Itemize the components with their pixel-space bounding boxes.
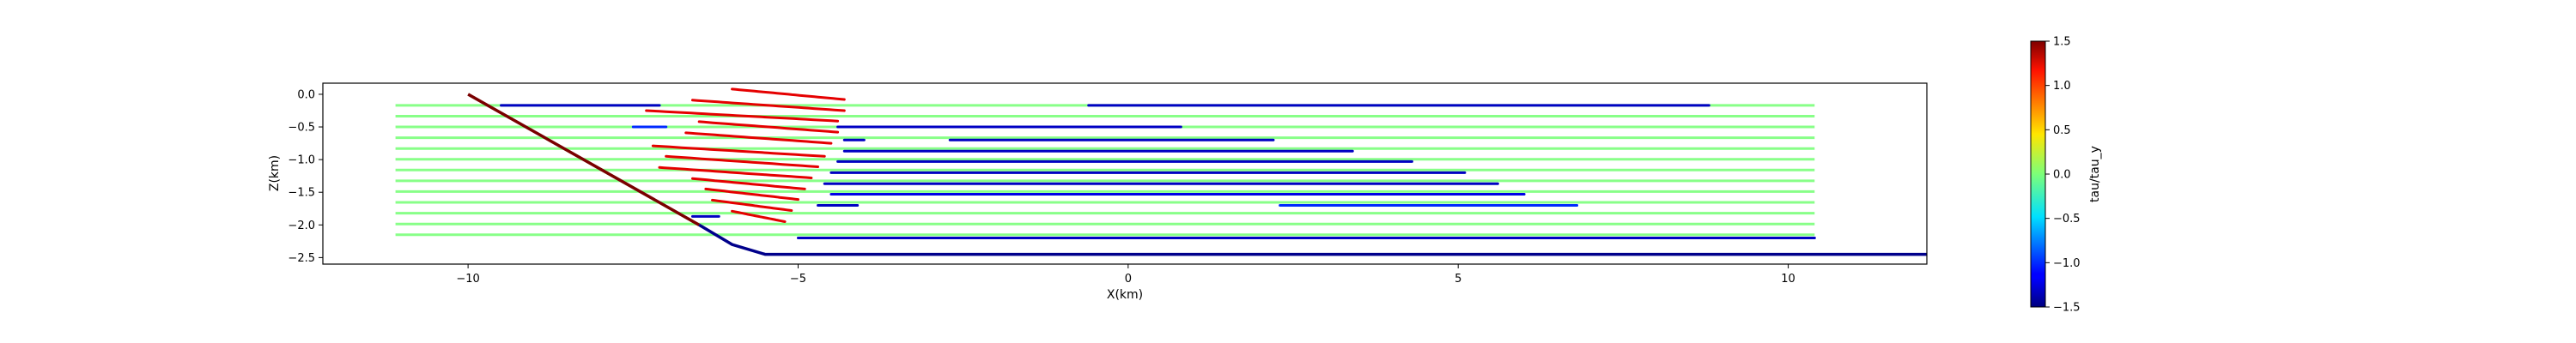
base-line	[698, 223, 1927, 256]
plot-frame	[322, 82, 1928, 265]
red-stress-curve	[645, 109, 840, 123]
red-stress-curve	[731, 87, 846, 101]
blue-stress-segments	[500, 104, 1816, 240]
colorbar-tick-label: 0.5	[2053, 124, 2071, 137]
x-axis: −10 −5 0 5 10	[456, 264, 1795, 286]
x-tick-label: 10	[1781, 273, 1795, 286]
x-axis-label: X(km)	[1107, 288, 1143, 302]
red-stress-curve	[731, 209, 787, 223]
y-tick-label: −2.5	[288, 252, 315, 265]
y-tick-label: 0.0	[297, 88, 315, 101]
slope-line	[467, 93, 701, 226]
x-tick-label: 5	[1455, 273, 1461, 286]
colorbar: 1.5 1.0 0.5 0.0 −0.5 −1.0 −1.5 tau/tau_y	[2030, 36, 2102, 315]
x-tick-label: 0	[1125, 273, 1132, 286]
colorbar-ticks: 1.5 1.0 0.5 0.0 −0.5 −1.0 −1.5	[2045, 36, 2081, 315]
red-stress-curve	[658, 165, 813, 179]
colorbar-tick-label: 0.0	[2053, 169, 2071, 182]
colorbar-gradient	[2030, 40, 2046, 308]
colorbar-tick-label: 1.0	[2053, 80, 2071, 93]
x-tick-label: −10	[456, 273, 479, 286]
colorbar-tick-label: −1.5	[2053, 302, 2081, 315]
red-stress-curve	[711, 198, 793, 212]
colorbar-tick-label: −1.0	[2053, 257, 2081, 270]
y-tick-label: −0.5	[288, 122, 315, 135]
red-stress-curve	[665, 154, 819, 168]
red-stress-curve	[691, 177, 806, 190]
red-stress-segments	[645, 87, 846, 223]
y-tick-label: −2.0	[288, 220, 315, 232]
y-axis-label: Z(km)	[268, 155, 282, 191]
y-tick-label: −1.0	[288, 154, 315, 167]
y-tick-label: −1.5	[288, 187, 315, 200]
boundary-lines	[467, 93, 1927, 256]
x-tick-label: −5	[790, 273, 806, 286]
colorbar-label: tau/tau_y	[2088, 146, 2102, 202]
colorbar-tick-label: −0.5	[2053, 213, 2081, 226]
red-stress-curve	[651, 144, 826, 158]
red-stress-curve	[691, 99, 846, 112]
red-stress-curve	[697, 120, 840, 134]
red-stress-curve	[684, 131, 833, 145]
colorbar-tick-label: 1.5	[2053, 36, 2071, 49]
y-axis: 0.0 −0.5 −1.0 −1.5 −2.0 −2.5	[288, 88, 323, 265]
red-stress-curve	[704, 187, 799, 202]
